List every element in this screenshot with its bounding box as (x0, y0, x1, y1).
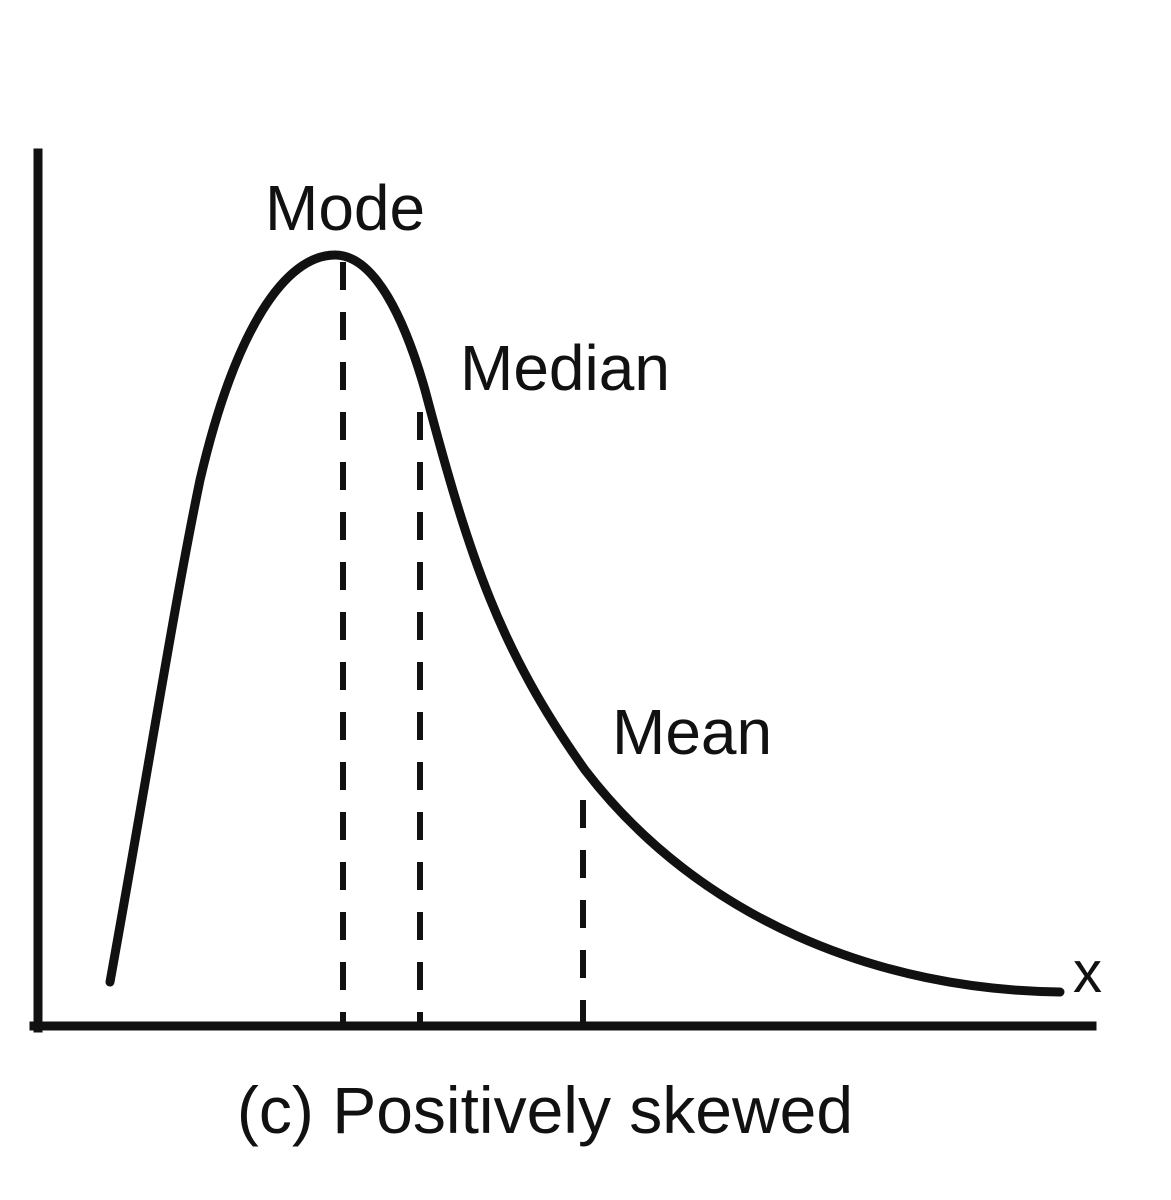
median-label: Median (460, 332, 670, 404)
mode-label: Mode (265, 172, 425, 244)
diagram-caption: (c) Positively skewed (237, 1073, 853, 1147)
skewed-distribution-curve (105, 250, 1065, 997)
mean-label: Mean (612, 696, 772, 768)
x-axis-label: x (1073, 940, 1102, 1005)
